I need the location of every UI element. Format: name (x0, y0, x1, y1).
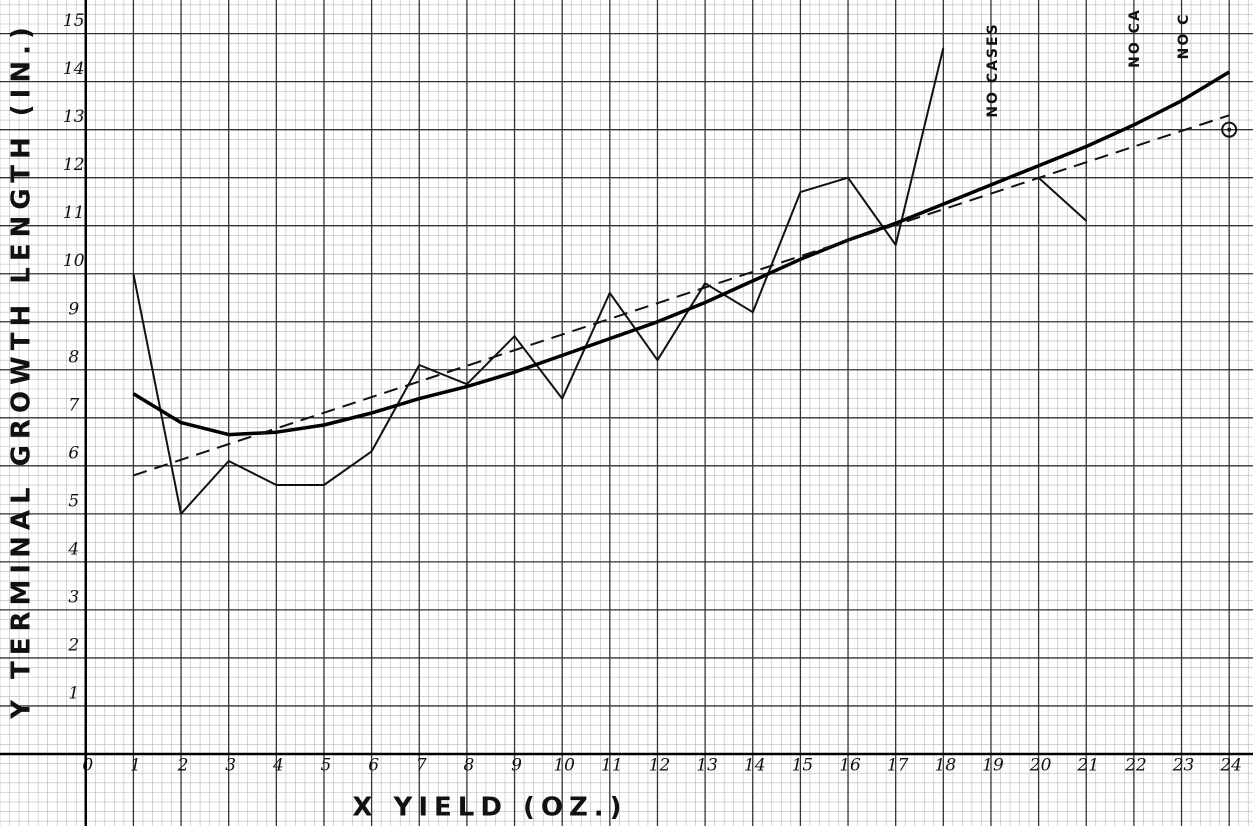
y-tick-label: 2 (67, 635, 79, 655)
y-axis-title: Y TERMINAL GROWTH LENGTH (IN.) (7, 21, 37, 720)
x-tick-label: 8 (463, 755, 474, 775)
x-tick-label: 4 (272, 755, 284, 775)
x-tick-label: 23 (1172, 755, 1195, 775)
x-tick-label: 16 (839, 755, 861, 775)
x-tick-label: 6 (368, 755, 379, 775)
data-point-center (1227, 128, 1231, 132)
x-tick-label: 14 (744, 755, 766, 775)
y-tick-label: 6 (68, 443, 79, 463)
y-tick-label: 15 (63, 11, 85, 31)
y-tick-label: 13 (63, 107, 85, 127)
x-tick-label: 5 (321, 755, 332, 775)
x-tick-label: 21 (1076, 755, 1099, 775)
y-tick-label: 9 (68, 299, 79, 319)
x-tick-label: 10 (553, 755, 575, 775)
annotation: NO CA (1127, 8, 1143, 68)
x-tick-label: 15 (792, 755, 814, 775)
y-tick-label: 8 (68, 347, 79, 367)
x-tick-label: 24 (1219, 755, 1242, 775)
x-tick-label: 0 (82, 755, 93, 775)
x-tick-label: 3 (225, 755, 236, 775)
series-line (133, 72, 1229, 435)
x-tick-label: 2 (177, 755, 189, 775)
annotation: NO CASES (985, 22, 1001, 117)
x-tick-label: 13 (696, 755, 718, 775)
y-tick-label: 5 (68, 491, 79, 511)
x-axis-title: X YIELD (OZ.) (352, 793, 627, 823)
y-tick-label: 11 (63, 203, 85, 223)
series-line (133, 48, 943, 514)
y-tick-label: 1 (68, 683, 79, 703)
x-tick-label: 11 (601, 755, 623, 775)
series-line (133, 115, 1229, 475)
y-tick-label: 3 (68, 587, 79, 607)
x-tick-label: 1 (130, 755, 141, 775)
y-tick-label: 4 (67, 539, 79, 559)
x-tick-label: 12 (649, 755, 671, 775)
x-tick-label: 22 (1124, 755, 1147, 775)
y-tick-label: 12 (63, 155, 85, 175)
series-line (1039, 178, 1087, 221)
chart: Y TERMINAL GROWTH LENGTH (IN.) X YIELD (… (0, 0, 1253, 826)
annotation: NO C (1176, 13, 1192, 60)
x-tick-label: 7 (416, 755, 427, 775)
y-tick-label: 14 (63, 59, 85, 79)
graph-paper (0, 0, 1253, 826)
x-tick-label: 17 (887, 755, 909, 775)
x-tick-label: 20 (1029, 755, 1052, 775)
x-tick-label: 9 (511, 755, 522, 775)
x-tick-label: 18 (935, 755, 957, 775)
y-tick-label: 10 (63, 251, 85, 271)
y-tick-label: 7 (68, 395, 79, 415)
x-tick-label: 19 (982, 755, 1004, 775)
